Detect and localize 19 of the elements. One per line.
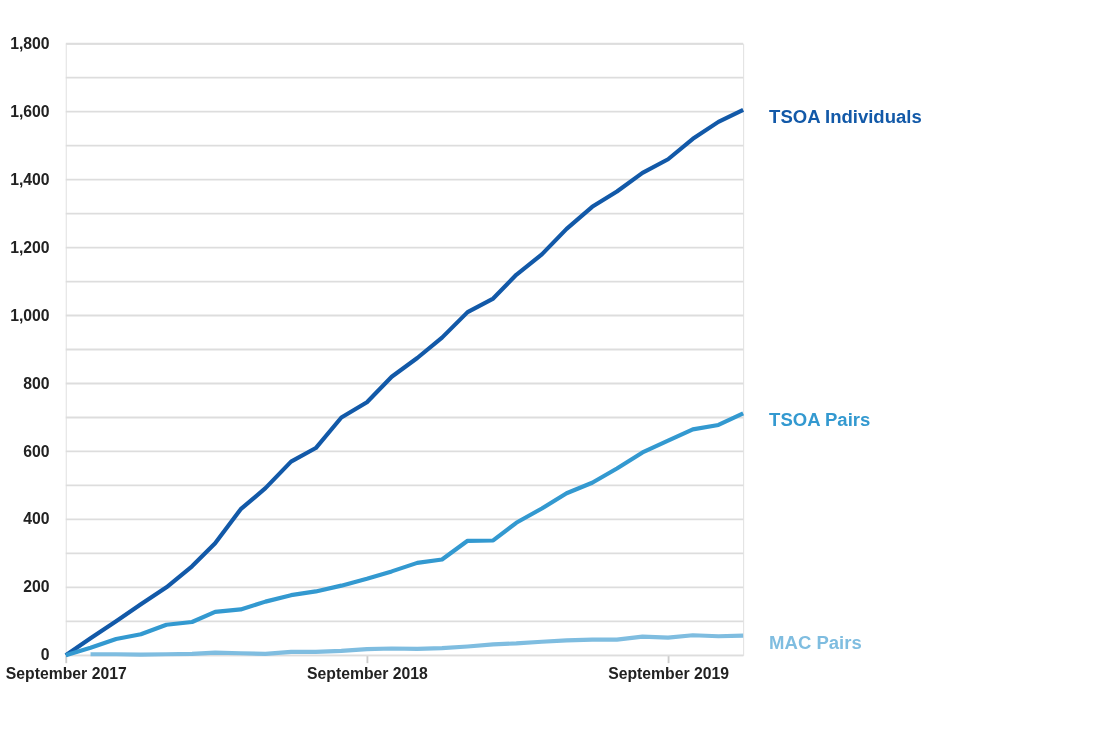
line-series bbox=[63, 411, 746, 658]
x-tick-label: September 2019 bbox=[608, 664, 730, 682]
series-label: TSOA Pairs bbox=[769, 409, 871, 431]
line-series bbox=[88, 633, 746, 657]
y-tick-label: 200 bbox=[23, 578, 50, 596]
line-series bbox=[63, 107, 746, 658]
series-label: TSOA Individuals bbox=[769, 105, 922, 127]
x-tick-label: September 2018 bbox=[306, 664, 429, 682]
y-tick-label: 1,800 bbox=[10, 34, 50, 52]
x-tick-label: September 2017 bbox=[5, 664, 127, 682]
y-tick-label: 800 bbox=[23, 374, 50, 392]
y-tick-label: 600 bbox=[23, 442, 50, 460]
y-tick-label: 1,400 bbox=[10, 170, 50, 188]
y-tick-label: 0 bbox=[40, 646, 50, 664]
y-tick-label: 400 bbox=[23, 510, 50, 528]
y-tick-label: 1,600 bbox=[10, 102, 50, 120]
y-tick-label: 1,200 bbox=[10, 238, 50, 256]
series-label: MAC Pairs bbox=[769, 631, 862, 653]
y-tick-label: 1,000 bbox=[10, 306, 50, 324]
